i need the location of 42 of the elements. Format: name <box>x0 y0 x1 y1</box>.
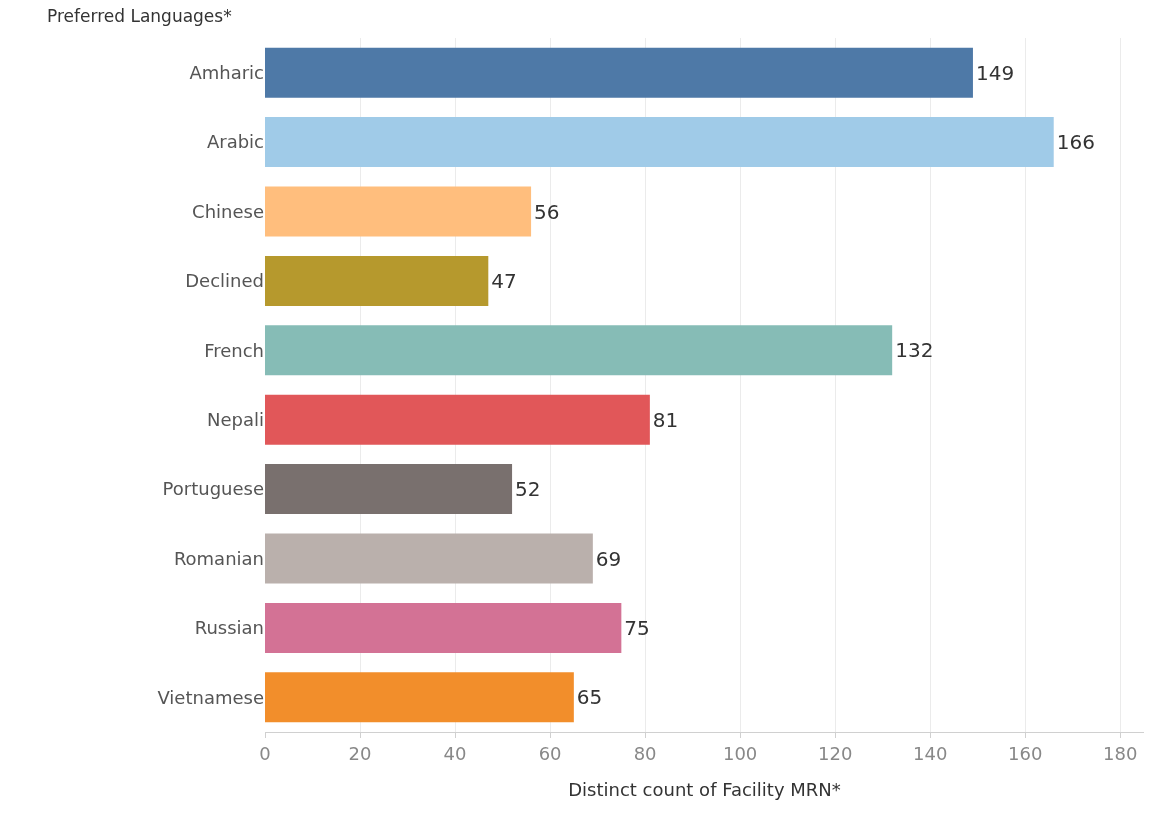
y-tick-label: Arabic <box>206 131 264 153</box>
y-tick-label: Nepali <box>207 409 264 430</box>
x-axis-title: Distinct count of Facility MRN* <box>568 778 841 800</box>
bar <box>265 602 622 653</box>
bar <box>265 394 650 445</box>
y-tick-label: Vietnamese <box>157 686 264 708</box>
data-label: 81 <box>652 407 679 432</box>
y-tick-label: Chinese <box>192 200 264 222</box>
bar <box>265 464 513 515</box>
bar <box>265 533 593 584</box>
data-label: 75 <box>624 615 650 640</box>
bar <box>265 47 973 98</box>
y-tick-label: Amharic <box>189 62 264 83</box>
data-label: 56 <box>534 199 560 224</box>
bar <box>265 672 574 723</box>
y-tick-label: Portuguese <box>162 478 264 500</box>
data-label: 47 <box>491 268 517 293</box>
y-tick-label: Declined <box>185 270 264 292</box>
y-tick-label: Romanian <box>173 547 264 569</box>
bar <box>265 117 1054 168</box>
bar <box>265 325 893 376</box>
x-tick-label: 160 <box>1008 742 1043 764</box>
x-tick-label: 0 <box>259 742 271 764</box>
bar <box>265 186 532 237</box>
x-tick-label: 180 <box>1103 742 1138 764</box>
data-label: 52 <box>515 477 541 502</box>
x-tick-label: 60 <box>538 742 562 764</box>
data-label: 69 <box>595 546 622 571</box>
x-tick-label: 80 <box>633 742 657 764</box>
y-tick-label: French <box>204 339 264 361</box>
x-tick-label: 40 <box>443 742 467 764</box>
data-label: 65 <box>576 685 603 710</box>
y-tick-label: Russian <box>194 617 264 639</box>
data-label: 132 <box>895 338 934 363</box>
x-tick-label: 20 <box>348 742 372 764</box>
x-tick-label: 120 <box>817 742 853 764</box>
x-tick-label: 100 <box>722 742 758 764</box>
x-tick-label: 140 <box>913 742 948 764</box>
data-label: 149 <box>975 60 1015 85</box>
data-label: 166 <box>1056 130 1095 155</box>
y-axis-title: Preferred Languages* <box>47 6 232 26</box>
bar <box>265 255 489 306</box>
